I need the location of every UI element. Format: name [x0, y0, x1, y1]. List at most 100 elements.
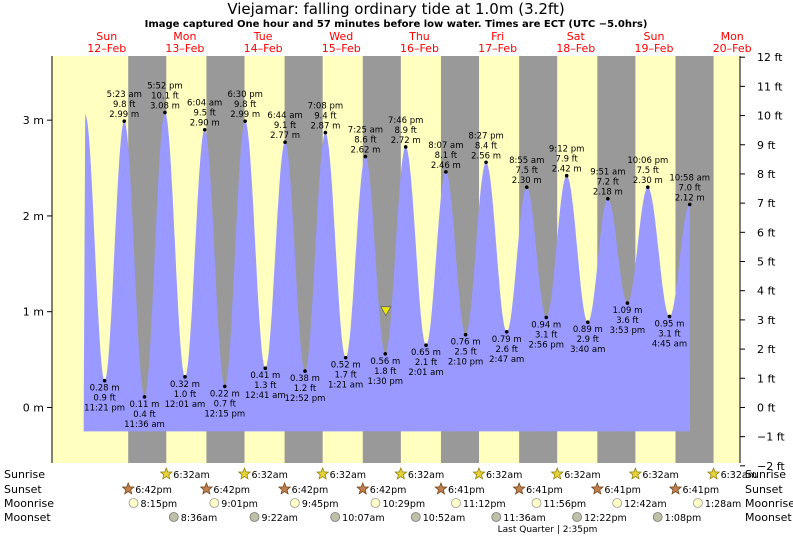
extreme-label: 1.09 m	[612, 306, 642, 316]
right-tick-label: −1 ft	[757, 431, 785, 444]
moonset-time: 10:07am	[342, 513, 384, 524]
day-date: 17–Feb	[478, 42, 517, 55]
extreme-point	[102, 378, 107, 383]
extreme-label: 8:27 pm	[468, 131, 503, 141]
extreme-point	[183, 375, 187, 379]
moonrise-time: 10:29pm	[382, 499, 425, 510]
extreme-label: 3.08 m	[150, 102, 180, 112]
sunrise-icon	[472, 467, 486, 480]
extreme-label: 0.38 m	[290, 374, 320, 384]
tide-curve-layer	[83, 112, 690, 432]
extreme-label: 2.9 ft	[577, 335, 600, 345]
sunset-icon	[121, 482, 135, 495]
extreme-label: 3:53 pm	[610, 326, 645, 336]
extreme-label: 12:01 am	[165, 400, 206, 410]
moonrise-icon	[612, 498, 623, 508]
sunset-time: 6:42pm	[213, 485, 250, 496]
right-tick-label: 3 ft	[757, 314, 776, 327]
extreme-point	[463, 332, 468, 337]
extreme-label: 1.3 ft	[254, 381, 277, 391]
moonrise-time: 9:45pm	[302, 499, 339, 510]
sunrise-icon	[159, 467, 173, 480]
extreme-label: 9.1 ft	[274, 121, 297, 131]
extreme-label: 11:36 am	[124, 420, 165, 430]
right-tick-label: 10 ft	[757, 110, 783, 123]
right-tick-label: 7 ft	[757, 197, 776, 210]
moonrise-icon	[370, 498, 381, 508]
moonrise-row-label-right: Moonrise	[745, 497, 793, 510]
extreme-label: 12:15 pm	[204, 409, 245, 419]
sunrise-icon	[316, 467, 330, 480]
moonrise-time: 1:28am	[705, 499, 741, 510]
extreme-label: 7:46 pm	[388, 116, 423, 126]
extreme-label: 7.5 ft	[516, 166, 539, 176]
right-tick-label: −2 ft	[757, 460, 785, 473]
extreme-label: 8.9 ft	[394, 126, 417, 136]
day-name: Sat	[567, 30, 586, 43]
sunrise-time: 6:32am	[642, 470, 678, 481]
sunset-icon	[590, 482, 604, 495]
right-tick-label: 12 ft	[757, 51, 783, 64]
extreme-label: 6:44 am	[267, 111, 302, 121]
current-level-marker	[380, 306, 392, 317]
sunset-icon	[277, 482, 292, 495]
extreme-label: 2.6 ft	[496, 345, 519, 355]
extreme-label: 8.1 ft	[435, 151, 458, 161]
extreme-point	[667, 314, 672, 319]
extreme-point	[202, 127, 207, 132]
day-name: Sun	[644, 30, 665, 43]
extreme-label: 2:47 am	[489, 355, 524, 365]
moonrise-time: 8:15pm	[141, 499, 178, 510]
moonset-icon	[410, 512, 421, 522]
sunset-time: 6:41pm	[683, 485, 720, 496]
extreme-label: 9.5 ft	[193, 109, 216, 119]
moonrise-icon	[692, 498, 703, 508]
day-name: Mon	[721, 30, 744, 43]
extreme-label: 7.5 ft	[637, 166, 660, 176]
extreme-label: 8:07 am	[428, 141, 463, 151]
extreme-label: 2.87 m	[310, 122, 340, 132]
extreme-label: 0.7 ft	[214, 399, 237, 409]
extreme-label: 2.99 m	[230, 110, 260, 120]
sunrise-time: 6:32am	[330, 470, 366, 481]
extreme-point	[343, 355, 348, 360]
extreme-point	[142, 395, 147, 399]
extreme-point	[687, 202, 692, 207]
extreme-label: 0.11 m	[130, 400, 160, 410]
sunset-time: 6:41pm	[526, 485, 563, 496]
right-tick-label: 6 ft	[757, 226, 776, 239]
extreme-label: 9.8 ft	[234, 100, 257, 110]
moonset-icon	[491, 512, 502, 522]
sunset-icon	[356, 482, 370, 495]
extreme-label: 0.41 m	[250, 371, 280, 381]
right-tick-label: 8 ft	[757, 168, 776, 181]
extreme-label: 10.1 ft	[151, 92, 179, 102]
extreme-label: 2:01 am	[408, 368, 443, 378]
tide-area	[83, 112, 690, 432]
extreme-label: 3.1 ft	[535, 330, 558, 340]
extreme-label: 2.30 m	[512, 176, 542, 186]
moonrise-time: 11:56pm	[543, 499, 586, 510]
moonrise-icon	[531, 498, 542, 508]
day-name: Wed	[329, 30, 353, 43]
extreme-label: 2.77 m	[270, 131, 300, 141]
extreme-label: 1.8 ft	[374, 367, 397, 377]
extreme-point	[564, 173, 569, 178]
day-date: 18–Feb	[556, 42, 595, 55]
extreme-label: 2.46 m	[431, 161, 461, 171]
extreme-label: 0.79 m	[492, 335, 522, 345]
moonset-time: 11:36am	[503, 513, 545, 524]
extreme-point	[263, 366, 268, 370]
day-date: 12–Feb	[87, 42, 126, 55]
sunrise-time: 6:32am	[564, 470, 600, 481]
right-tick-label: 1 ft	[757, 372, 776, 385]
extreme-point	[606, 196, 610, 201]
extreme-label: 3.1 ft	[658, 329, 681, 339]
right-tick-label: 4 ft	[757, 285, 776, 298]
sunrise-icon	[706, 467, 721, 480]
extreme-label: 0.4 ft	[133, 410, 156, 420]
extreme-point	[163, 110, 167, 115]
extreme-point	[383, 352, 388, 356]
moonset-time: 1:08pm	[665, 513, 702, 524]
